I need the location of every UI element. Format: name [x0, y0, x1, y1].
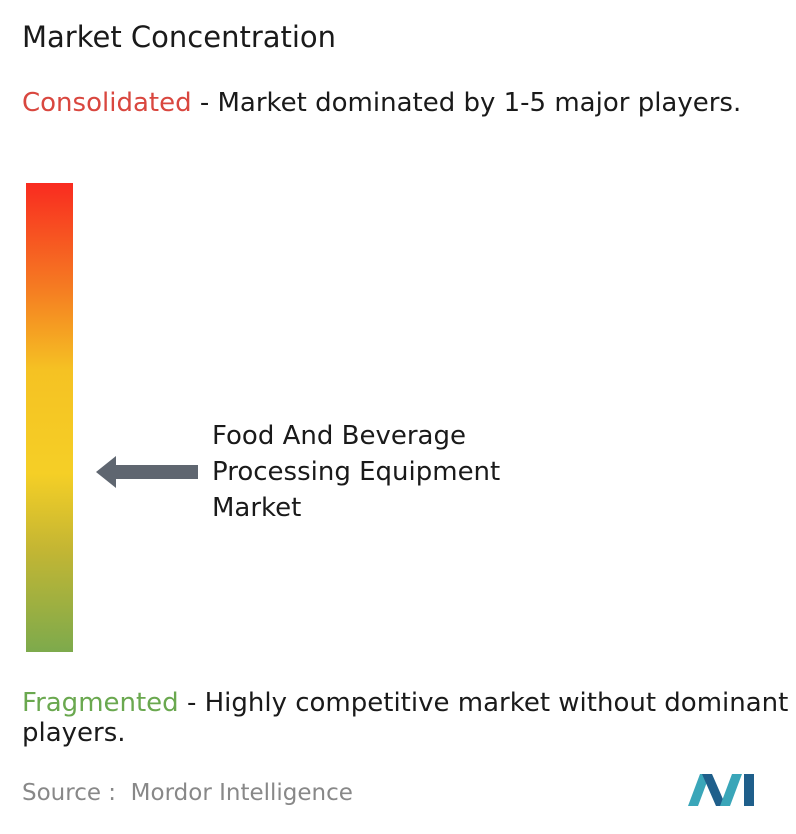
consolidated-line: Consolidated - Market dominated by 1-5 m…	[22, 88, 792, 118]
source: Source : Mordor Intelligence	[22, 780, 353, 806]
arrow-shape	[96, 456, 198, 488]
consolidated-term: Consolidated	[22, 88, 192, 118]
logo-part	[744, 774, 754, 806]
market-label: Food And Beverage Processing Equipment M…	[212, 421, 501, 523]
logo-part	[720, 774, 742, 806]
logo-part	[702, 774, 726, 806]
logo	[688, 774, 754, 806]
marker-arrow	[96, 456, 198, 488]
consolidated-description: - Market dominated by 1-5 major players.	[191, 88, 742, 118]
logo-part	[688, 774, 710, 806]
fragmented-line: Fragmented - Highly competitive market w…	[22, 688, 792, 748]
concentration-gradient-bar	[26, 183, 73, 652]
fragmented-term: Fragmented	[22, 688, 179, 718]
fragmented-description: - Highly competitive market without domi…	[22, 688, 796, 748]
title: Market Concentration	[22, 20, 337, 54]
